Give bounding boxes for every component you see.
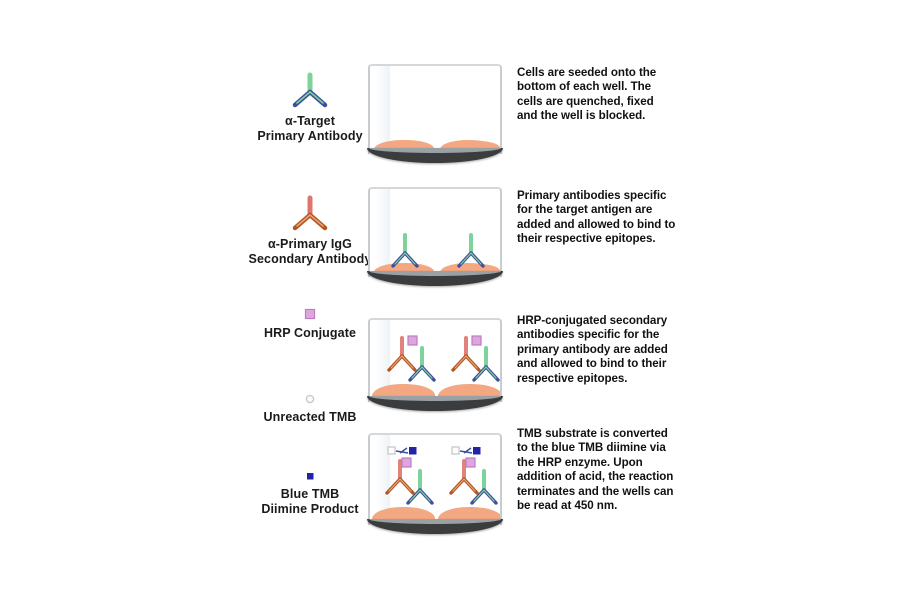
antibody-complex <box>451 335 500 382</box>
blue-tmb-diimine-icon <box>215 465 405 487</box>
well-base <box>367 519 503 534</box>
unreacted-tmb-icon <box>215 388 405 410</box>
legend-label-secondary-antibody: α-Primary IgG Secondary Antibody <box>248 237 372 266</box>
legend-label-primary-antibody: α-Target Primary Antibody <box>257 114 363 143</box>
blue-tmb-diimine-marker <box>473 447 481 455</box>
legend-label-unreacted-tmb: Unreacted TMB <box>263 410 357 424</box>
circle-outline-icon <box>305 394 315 404</box>
hrp-conjugate-marker <box>465 457 476 468</box>
step-description-4: TMB substrate is converted to the blue T… <box>517 427 674 513</box>
legend-blue-tmb: Blue TMB Diimine Product <box>215 465 405 516</box>
primary-antibody-icon <box>215 68 405 114</box>
hrp-conjugate-marker <box>471 335 482 346</box>
unreacted-tmb-marker <box>451 446 460 455</box>
hrp-conjugate-marker <box>407 335 418 346</box>
well-base <box>367 271 503 286</box>
antibody-y-icon <box>292 72 328 108</box>
legend-label-blue-tmb: Blue TMB Diimine Product <box>261 487 359 516</box>
hrp-conjugate-marker <box>401 457 412 468</box>
well-base <box>367 396 503 411</box>
legend-unreacted-tmb: Unreacted TMB <box>215 388 405 425</box>
unreacted-tmb-marker <box>387 446 396 455</box>
legend-primary-antibody: α-Target Primary Antibody <box>215 68 405 143</box>
antibody-y-icon <box>292 195 328 231</box>
well-base <box>367 148 503 163</box>
bound-primary-antibody <box>391 233 419 268</box>
legend-label-hrp-conjugate: HRP Conjugate <box>263 326 357 340</box>
step-description-1: Cells are seeded onto the bottom of each… <box>517 66 657 123</box>
bound-primary-antibody <box>457 233 485 268</box>
hrp-conjugate-icon <box>215 302 405 326</box>
assay-well-step-3 <box>367 318 503 411</box>
step-description-3: HRP-conjugated secondary antibodies spec… <box>517 314 668 385</box>
assay-well-step-2 <box>367 187 503 286</box>
antibody-complex-with-tmb <box>449 446 498 505</box>
antibody-complex <box>387 335 436 382</box>
antibody-complex-with-tmb <box>385 446 434 505</box>
assay-well-step-1 <box>367 64 503 163</box>
filled-square-icon <box>307 473 314 480</box>
blue-tmb-diimine-marker <box>409 447 417 455</box>
square-icon <box>304 308 316 320</box>
legend-hrp-conjugate: HRP Conjugate <box>215 302 405 341</box>
step-description-2: Primary antibodies specific for the targ… <box>517 189 676 246</box>
assay-well-step-4 <box>367 433 503 534</box>
legend-secondary-antibody: α-Primary IgG Secondary Antibody <box>215 191 405 266</box>
secondary-antibody-icon <box>215 191 405 237</box>
